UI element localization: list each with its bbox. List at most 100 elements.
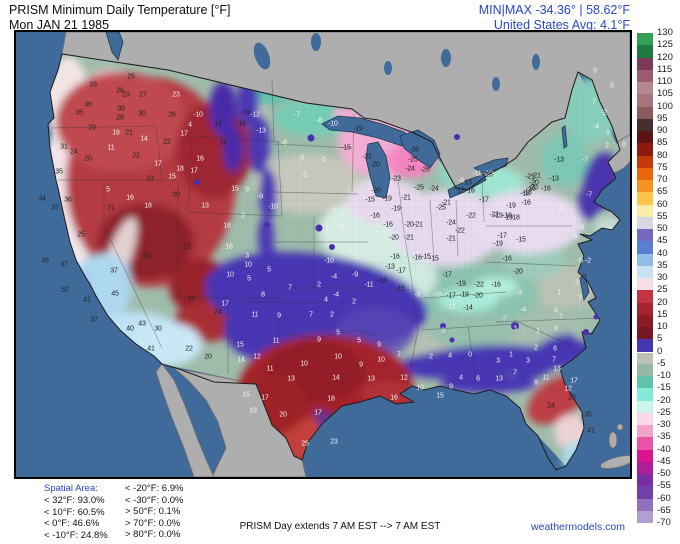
colorbar-band [637, 253, 653, 266]
colorbar-tick: -70 [657, 517, 671, 528]
colorbar-tick: 70 [657, 174, 668, 185]
colorbar-band [637, 510, 653, 523]
colorbar-tick: 90 [657, 125, 668, 136]
colorbar-tick: -30 [657, 419, 671, 430]
colorbar-tick: -20 [657, 394, 671, 406]
colorbar-tick: -60 [657, 492, 671, 504]
colorbar-band [637, 290, 653, 303]
spatial-stat: > 50°F: 0.1% [125, 506, 181, 518]
colorbar-band [637, 388, 653, 401]
colorbar-tick: 60 [657, 198, 668, 210]
colorbar-band [637, 498, 653, 511]
spatial-stat: < 0°F: 46.6% [44, 518, 100, 530]
colorbar-band [637, 449, 653, 462]
spatial-stat: > 70°F: 0.0% [125, 517, 181, 529]
state-borders [51, 79, 601, 395]
colorbar-band [637, 82, 653, 95]
lake-ontario [473, 157, 509, 175]
colorbar-tick: 95 [657, 112, 668, 124]
baja-peninsula [155, 363, 215, 477]
colorbar-tick: 120 [657, 51, 673, 63]
lake-erie [447, 173, 487, 199]
great-lakes [105, 32, 590, 302]
colorbar-band [637, 376, 653, 389]
spatial-stat: < 10°F: 60.5% [44, 506, 105, 518]
puget-sound [105, 32, 124, 61]
colorbar-tick: 15 [657, 308, 668, 320]
colorbar-band [637, 425, 653, 438]
colorbar-tick: 50 [657, 223, 668, 234]
colorbar-band [637, 474, 653, 487]
colorbar-band [637, 302, 653, 315]
lake-huron [399, 129, 441, 169]
colorbar-tick: 75 [657, 161, 668, 173]
colorbar-band [637, 437, 653, 450]
chesapeake-bay [579, 273, 590, 302]
colorbar-band [637, 216, 653, 229]
colorbar-tick: 10 [657, 321, 668, 332]
spatial-stats-col1: < 32°F: 93.0% < 10°F: 60.5% < 0°F: 46.6% < … [44, 495, 108, 541]
colorbar-tick: 80 [657, 149, 668, 161]
colorbar-tick: -65 [657, 504, 671, 516]
bahamas-island [608, 431, 618, 449]
colorbar-tick: 0 [657, 345, 663, 357]
colorbar-band [637, 167, 653, 180]
colorbar-tick: 25 [657, 284, 668, 296]
minmax-label: MIN|MAX -34.36° | 58.62°F [478, 3, 630, 17]
colorbar-band [637, 118, 653, 131]
lake-michigan [365, 141, 391, 199]
colorbar-tick-labels: 130 125 120 115 110 105 100 95 90 85 80 75 70 65 60 55 5… [657, 28, 680, 528]
spatial-area-label: Spatial Area: [44, 483, 98, 494]
colorbar-band [637, 363, 653, 376]
colorbar-tick: 110 [657, 76, 673, 87]
colorbar-band [637, 143, 653, 156]
cuba [600, 455, 630, 469]
colorbar-band [637, 180, 653, 193]
colorbar-tick: -35 [657, 431, 671, 443]
colorbar-band [637, 192, 653, 205]
colorbar-tick: 100 [657, 100, 673, 112]
colorbar-tick: 20 [657, 296, 668, 308]
colorbar-tick: 35 [657, 259, 668, 271]
colorbar-band [637, 94, 653, 107]
colorbar-tick: 130 [657, 27, 673, 38]
colorbar-band [637, 155, 653, 168]
conus-temperature-map [16, 32, 630, 477]
spatial-stat: < -20°F: 6.9% [125, 483, 184, 494]
colorbar-tick: 85 [657, 137, 668, 149]
colorbar-tick: -45 [657, 455, 671, 467]
colorbar-band [637, 33, 653, 46]
colorbar-tick: -10 [657, 370, 671, 381]
colorbar-band [637, 327, 653, 340]
canada-lakes [253, 33, 540, 91]
spatial-stat: < -30°F: 0.0% [125, 494, 184, 506]
colorbar-band [637, 486, 653, 499]
colorbar-band [637, 278, 653, 291]
colorbar-band [637, 45, 653, 58]
colorbar-band [637, 204, 653, 217]
colorbar-tick: 45 [657, 235, 668, 247]
colorbar-tick: -5 [657, 357, 666, 369]
colorbar-band [637, 461, 653, 474]
colorbar-tick: -55 [657, 480, 671, 492]
colorbar-band [637, 131, 653, 144]
colorbar-tick: 40 [657, 247, 668, 259]
site-link[interactable]: weathermodels.com [531, 521, 625, 533]
colorbar-tick: 30 [657, 272, 668, 283]
colorbar-tick: -50 [657, 468, 671, 479]
colorbar-tick: 115 [657, 63, 673, 75]
colorbar-band [637, 229, 653, 242]
colorbar-band [637, 412, 653, 425]
date-label: Mon JAN 21 1985 [9, 17, 110, 32]
colorbar-band [637, 351, 653, 364]
colorbar-band [637, 265, 653, 278]
colorbar-tick: 5 [657, 333, 663, 345]
colorbar-tick: 55 [657, 210, 668, 222]
colorbar-swatches [637, 33, 653, 523]
colorbar-band [637, 400, 653, 413]
prism-note: PRISM Day extends 7 AM EST --> 7 AM EST [239, 521, 441, 532]
us-avg-label: United States Avg: 4.1°F [493, 17, 630, 32]
colorbar-tick: -15 [657, 382, 671, 394]
colorbar-band [637, 339, 653, 352]
